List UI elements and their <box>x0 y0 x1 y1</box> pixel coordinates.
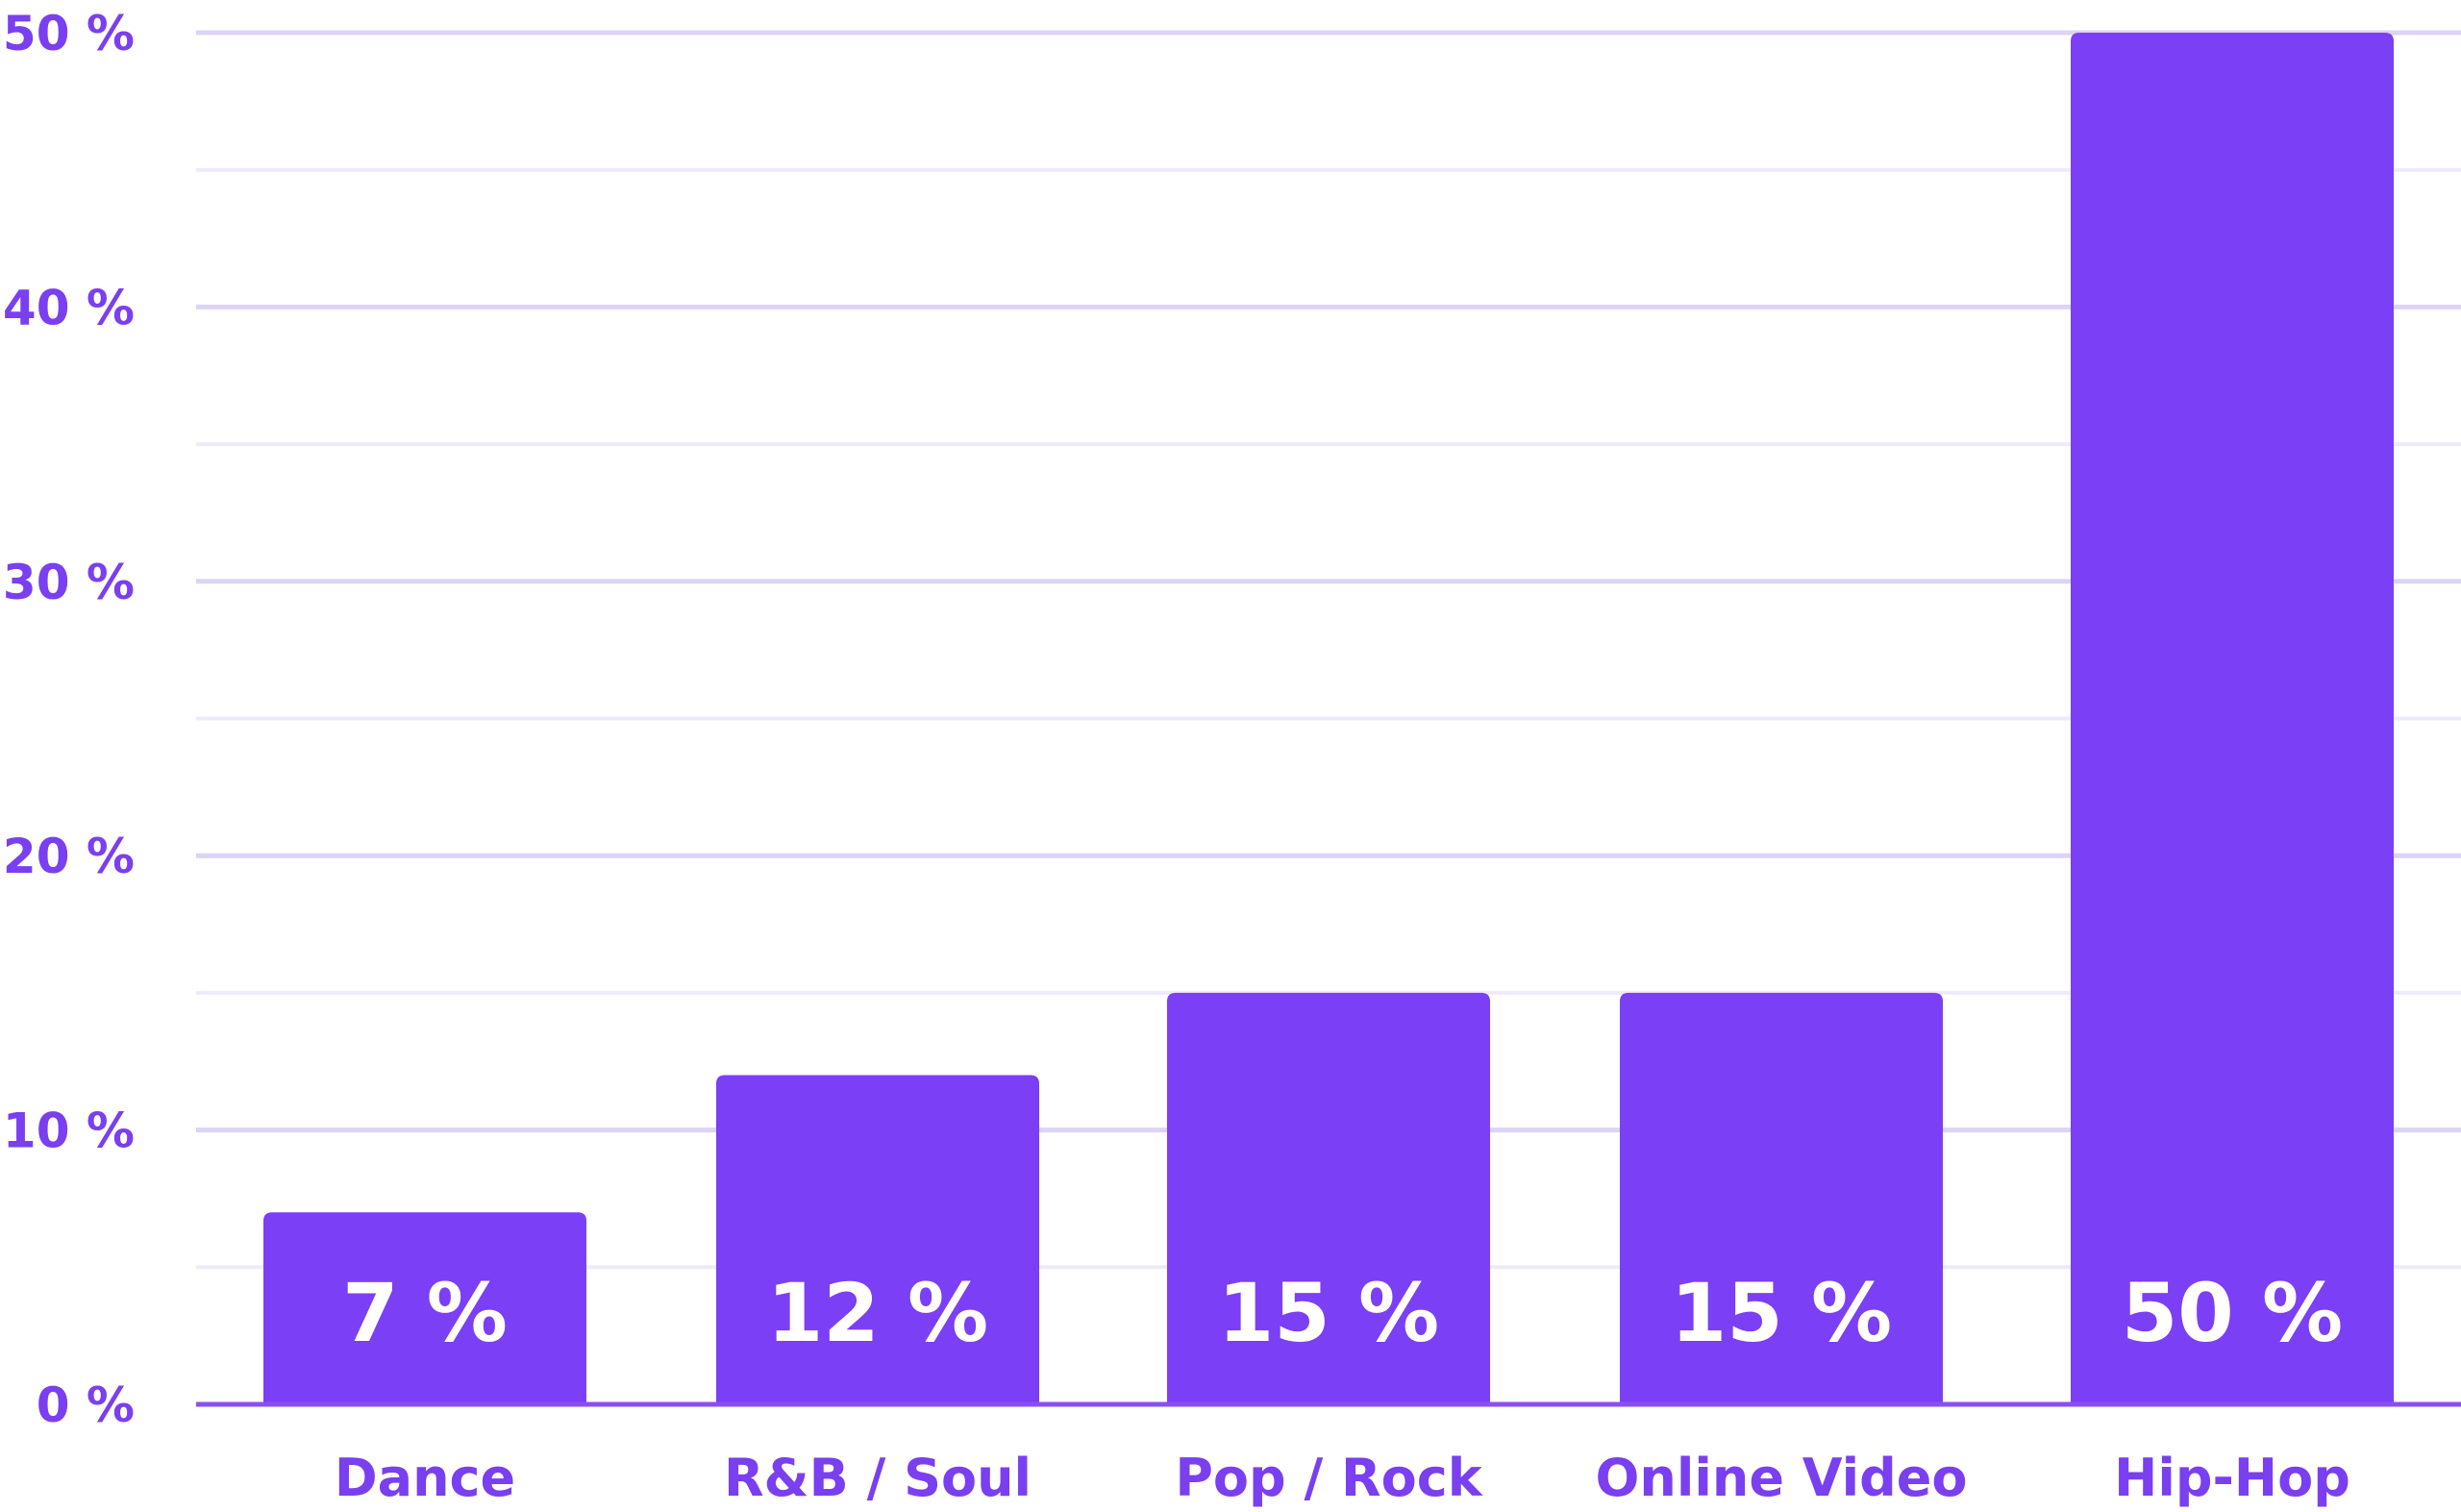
x-tick-label: Online Video <box>1596 1448 1968 1508</box>
bar-value-label: 15 % <box>1671 1266 1892 1360</box>
x-tick-label: Dance <box>335 1448 515 1508</box>
y-axis-tick-labels: 0 % 10 % 20 % 30 % 40 % 50 % <box>3 6 135 1433</box>
bars <box>263 33 2394 1404</box>
bar <box>2071 33 2394 1404</box>
x-tick-label: R&B / Soul <box>724 1448 1032 1508</box>
bar <box>1620 992 1943 1404</box>
x-tick-label: Hip-Hop <box>2114 1448 2350 1508</box>
y-tick-label: 0 % <box>37 1377 135 1433</box>
bar-value-label: 50 % <box>2122 1266 2343 1360</box>
x-axis-tick-labels: Dance R&B / Soul Pop / Rock Online Video Hip… <box>335 1448 2350 1508</box>
bar <box>263 1212 586 1404</box>
x-tick-label: Pop / Rock <box>1175 1448 1482 1508</box>
bar <box>1167 992 1490 1404</box>
y-tick-label: 10 % <box>3 1103 135 1159</box>
bar-value-labels: 7 % 12 % 15 % 15 % 50 % <box>342 1266 2343 1360</box>
y-tick-label: 40 % <box>3 280 135 335</box>
y-tick-label: 30 % <box>3 555 135 610</box>
bar-value-label: 7 % <box>342 1266 508 1360</box>
bar-value-label: 12 % <box>767 1266 988 1360</box>
bar <box>716 1075 1039 1404</box>
y-tick-label: 50 % <box>3 6 135 62</box>
bar-value-label: 15 % <box>1218 1266 1439 1360</box>
y-tick-label: 20 % <box>3 829 135 884</box>
